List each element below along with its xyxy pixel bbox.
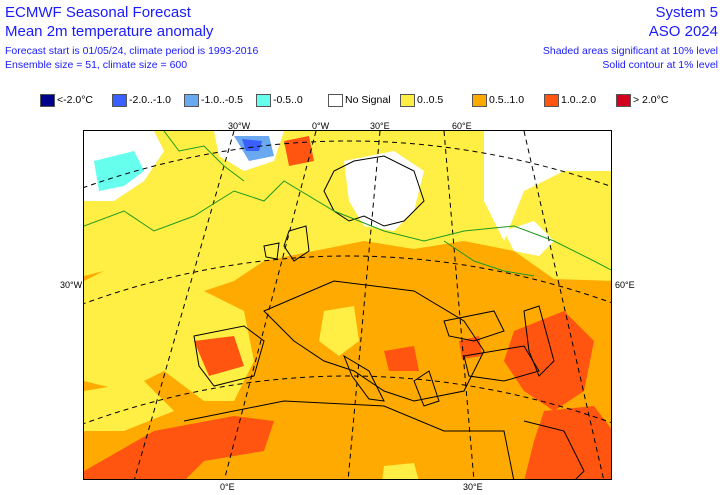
legend-swatch <box>472 93 487 107</box>
legend-label: -2.0..-1.0 <box>129 94 172 106</box>
legend-swatch <box>40 93 55 107</box>
legend-item: -2.0..-1.0 <box>112 93 171 107</box>
lon-label-top: 60°E <box>452 121 472 131</box>
legend-item: 0.5..1.0 <box>472 93 524 107</box>
coastline-iberia <box>193 325 265 387</box>
shade-10-20-turkey <box>459 336 482 359</box>
coastline-britain <box>283 225 310 262</box>
coastline-greece <box>413 370 440 407</box>
coastline-europe <box>263 280 485 402</box>
shade-10-20-caspian <box>504 311 594 411</box>
contour-line <box>84 180 611 271</box>
legend-label: -0.5..0 <box>273 94 303 106</box>
map-canvas <box>84 131 611 479</box>
coastline-turkey <box>463 345 540 382</box>
legend-swatch <box>328 93 343 107</box>
ensemble-info: Ensemble size = 51, climate size = 600 <box>5 59 188 71</box>
shade-10-20-middle-east <box>524 406 611 479</box>
meridian-line <box>134 131 235 479</box>
contour-line <box>443 240 535 277</box>
no-signal-russia <box>504 221 554 256</box>
latitude-line <box>84 140 611 189</box>
system-label: System 5 <box>655 4 718 21</box>
legend-label: <-2.0°C <box>57 94 94 106</box>
legend-item: <-2.0°C <box>40 93 93 107</box>
shade-0-05-north <box>84 131 611 291</box>
chart-title: ECMWF Seasonal Forecast <box>5 4 191 21</box>
meridian-line <box>523 131 605 479</box>
anomaly-map <box>83 130 612 480</box>
legend-label: 0.5..1.0 <box>489 94 525 106</box>
shade-10-20-africa <box>84 416 274 479</box>
significance-10: Shaded areas significant at 10% level <box>542 45 718 57</box>
legend-item: No Signal <box>328 93 391 107</box>
legend-label: 0..0.5 <box>417 94 444 106</box>
meridian-line <box>347 131 381 479</box>
legend-item: > 2.0°C <box>616 93 668 107</box>
latitude-line <box>84 255 611 305</box>
legend-label: 1.0..2.0 <box>561 94 597 106</box>
significance-1: Solid contour at 1% level <box>602 59 718 71</box>
coastline-caspian <box>523 305 555 377</box>
significance-contour <box>84 131 611 277</box>
shade-neg20-neg10 <box>242 139 262 151</box>
legend-item: 0..0.5 <box>400 93 443 107</box>
lon-label-left: 30°W <box>60 280 83 290</box>
legend-label: No Signal <box>345 94 391 106</box>
chart-subtitle: Mean 2m temperature anomaly <box>5 23 214 40</box>
lon-label-bottom: 0°E <box>220 482 235 492</box>
lon-label-top: 30°E <box>370 121 390 131</box>
latitude-line <box>84 375 611 425</box>
legend-item: -1.0..-0.5 <box>184 93 243 107</box>
shade-10-20-balkans <box>384 346 419 371</box>
no-signal-scandinavia <box>344 151 424 231</box>
shade-neg05-0 <box>94 151 144 191</box>
contour-line <box>163 131 245 182</box>
legend-label: -1.0..-0.5 <box>201 94 244 106</box>
legend-item: -0.5..0 <box>256 93 303 107</box>
meridian-line <box>224 131 317 479</box>
shade-10-20-iberia <box>194 336 244 376</box>
shade-0-05-france <box>319 306 359 356</box>
no-signal-arctic <box>484 131 611 241</box>
legend-swatch <box>184 93 199 107</box>
coastlines <box>183 155 585 479</box>
lon-label-top: 0°W <box>312 121 330 131</box>
shade-0-05-south <box>382 463 419 479</box>
coastline-ireland <box>263 242 280 260</box>
legend-item: 1.0..2.0 <box>544 93 596 107</box>
lon-label-top: 30°W <box>228 121 251 131</box>
coastline-scandinavia <box>323 155 425 227</box>
lon-label-bottom: 30°E <box>463 482 483 492</box>
forecast-info: Forecast start is 01/05/24, climate peri… <box>5 45 259 57</box>
graticule <box>84 131 611 479</box>
legend-label: > 2.0°C <box>633 94 669 106</box>
legend-swatch <box>256 93 271 107</box>
legend-swatch <box>544 93 559 107</box>
legend-swatch <box>112 93 127 107</box>
shade-10-20-north <box>284 136 314 166</box>
legend-swatch <box>616 93 631 107</box>
coastline-italy <box>342 354 385 402</box>
legend-swatch <box>400 93 415 107</box>
coastline-africa <box>183 400 515 479</box>
lon-label-right: 60°E <box>615 280 635 290</box>
meridian-line <box>443 131 475 479</box>
coastline-red-sea <box>523 420 585 479</box>
period-label: ASO 2024 <box>648 23 718 40</box>
coastline-black-sea <box>443 310 505 342</box>
